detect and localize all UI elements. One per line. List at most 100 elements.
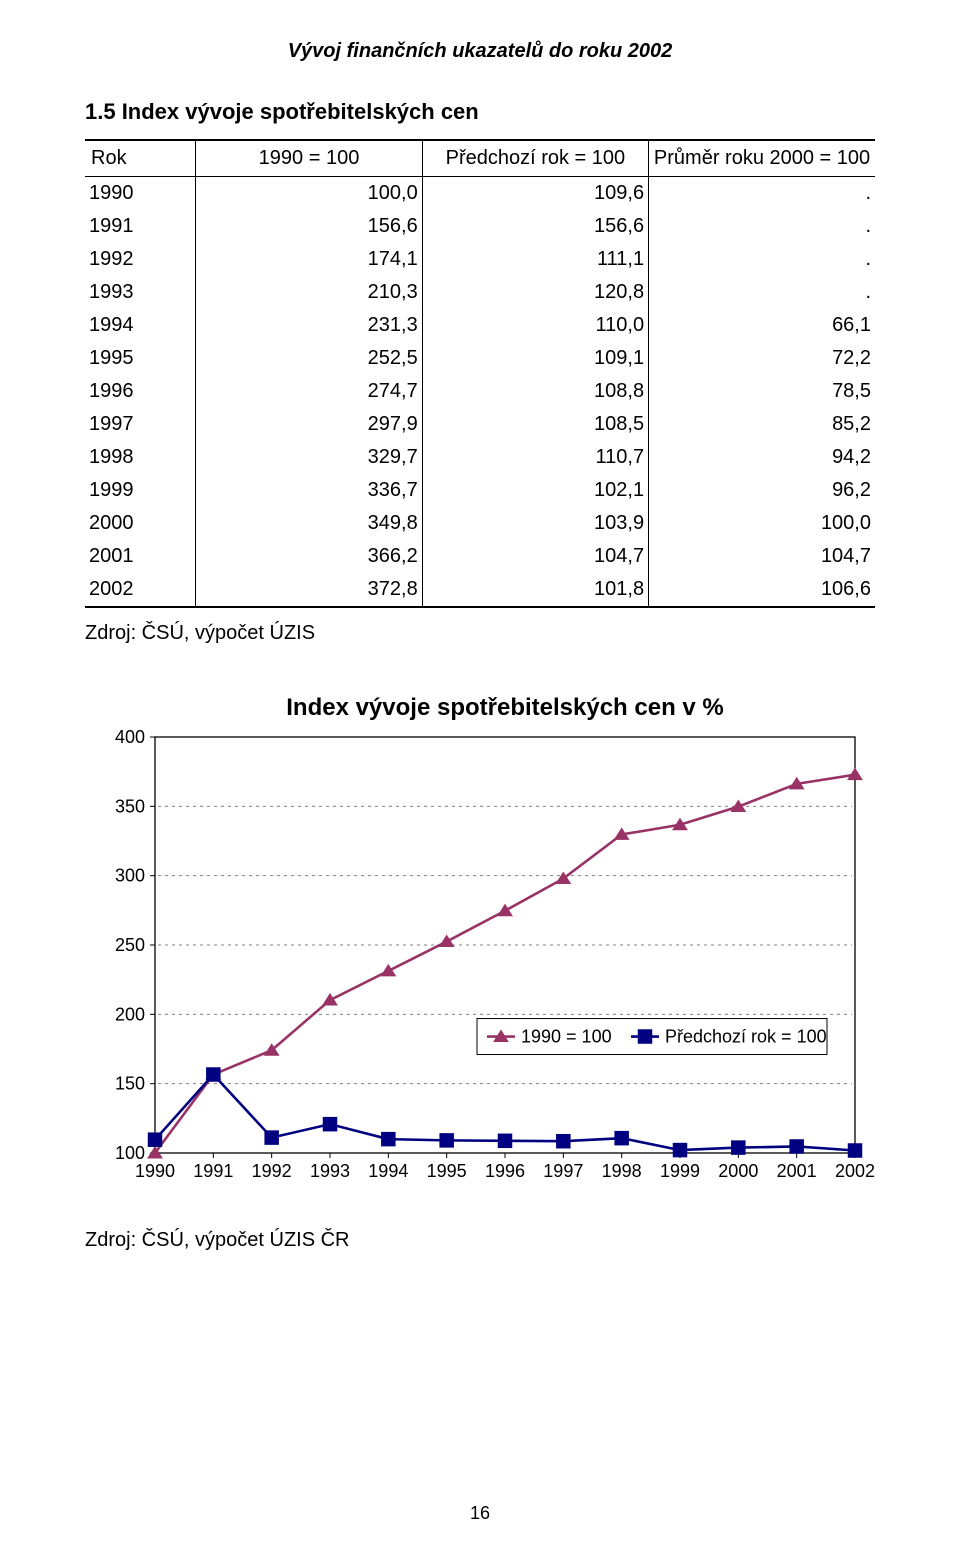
cell-2000: 72,2 [649,342,875,375]
table-row: 1996274,7108,878,5 [85,375,875,408]
cell-prev: 102,1 [422,474,648,507]
marker-square [638,1030,652,1044]
y-tick-label: 300 [115,866,145,886]
data-table: Rok 1990 = 100 Předchozí rok = 100 Průmě… [85,139,875,608]
chart-title: Index vývoje spotřebitelských cen v % [286,694,724,721]
x-tick-label: 1995 [427,1161,467,1181]
table-header-year: Rok [85,140,196,177]
cell-1990: 336,7 [196,474,422,507]
y-tick-label: 100 [115,1143,145,1163]
table-header-2000: Průměr roku 2000 = 100 [649,140,875,177]
legend-label: Předchozí rok = 100 [665,1027,827,1047]
x-tick-label: 1993 [310,1161,350,1181]
marker-square [440,1134,454,1148]
table-row: 1998329,7110,794,2 [85,441,875,474]
y-tick-label: 350 [115,796,145,816]
cell-prev: 156,6 [422,210,648,243]
cell-2000: 104,7 [649,540,875,573]
cell-1990: 349,8 [196,507,422,540]
cell-year: 1998 [85,441,196,474]
cell-prev: 110,0 [422,309,648,342]
cell-1990: 366,2 [196,540,422,573]
marker-square [265,1131,279,1145]
cell-2000: 85,2 [649,408,875,441]
x-tick-label: 1996 [485,1161,525,1181]
cell-prev: 101,8 [422,573,648,607]
y-tick-label: 200 [115,1004,145,1024]
y-tick-label: 150 [115,1074,145,1094]
cell-1990: 174,1 [196,243,422,276]
cell-1990: 231,3 [196,309,422,342]
cell-1990: 329,7 [196,441,422,474]
line-chart: Index vývoje spotřebitelských cen v % 100… [85,689,875,1219]
cell-2000: 96,2 [649,474,875,507]
table-row: 1992174,1111,1. [85,243,875,276]
table-source: Zdroj: ČSÚ, výpočet ÚZIS [85,622,875,645]
table-row: 1990100,0109,6. [85,177,875,211]
y-tick-label: 400 [115,727,145,747]
cell-2000: . [649,177,875,211]
table-row: 1993210,3120,8. [85,276,875,309]
cell-2000: . [649,243,875,276]
cell-1990: 100,0 [196,177,422,211]
cell-1990: 210,3 [196,276,422,309]
x-tick-label: 1991 [193,1161,233,1181]
cell-year: 1991 [85,210,196,243]
x-tick-label: 1997 [543,1161,583,1181]
cell-prev: 111,1 [422,243,648,276]
marker-square [848,1144,862,1158]
cell-year: 2000 [85,507,196,540]
cell-1990: 372,8 [196,573,422,607]
table-row: 1999336,7102,196,2 [85,474,875,507]
marker-square [615,1131,629,1145]
cell-year: 1993 [85,276,196,309]
cell-1990: 274,7 [196,375,422,408]
cell-2000: 106,6 [649,573,875,607]
cell-year: 1996 [85,375,196,408]
cell-prev: 109,6 [422,177,648,211]
marker-square [382,1132,396,1146]
table-header-prev: Předchozí rok = 100 [422,140,648,177]
cell-year: 1990 [85,177,196,211]
table-row: 2000349,8103,9100,0 [85,507,875,540]
chart-source: Zdroj: ČSÚ, výpočet ÚZIS ČR [85,1229,875,1252]
x-tick-label: 1998 [602,1161,642,1181]
cell-prev: 103,9 [422,507,648,540]
cell-2000: . [649,276,875,309]
cell-2000: 100,0 [649,507,875,540]
cell-prev: 108,8 [422,375,648,408]
cell-prev: 104,7 [422,540,648,573]
x-tick-label: 2002 [835,1161,875,1181]
y-tick-label: 250 [115,935,145,955]
chart-container: Index vývoje spotřebitelských cen v % 100… [85,689,875,1219]
cell-prev: 108,5 [422,408,648,441]
x-tick-label: 1994 [368,1161,408,1181]
cell-year: 2001 [85,540,196,573]
cell-year: 2002 [85,573,196,607]
cell-1990: 252,5 [196,342,422,375]
marker-square [207,1068,221,1082]
cell-year: 1994 [85,309,196,342]
table-row: 1997297,9108,585,2 [85,408,875,441]
table-header-1990: 1990 = 100 [196,140,422,177]
cell-1990: 156,6 [196,210,422,243]
table-row: 1991156,6156,6. [85,210,875,243]
marker-square [790,1140,804,1154]
cell-prev: 120,8 [422,276,648,309]
x-tick-label: 1992 [252,1161,292,1181]
x-tick-label: 2001 [777,1161,817,1181]
cell-1990: 297,9 [196,408,422,441]
section-heading: 1.5 Index vývoje spotřebitelských cen [85,99,875,125]
marker-square [673,1143,687,1157]
cell-2000: 78,5 [649,375,875,408]
x-tick-label: 1990 [135,1161,175,1181]
table-row: 1994231,3110,066,1 [85,309,875,342]
cell-year: 1995 [85,342,196,375]
cell-2000: 94,2 [649,441,875,474]
cell-prev: 110,7 [422,441,648,474]
cell-year: 1997 [85,408,196,441]
x-tick-label: 1999 [660,1161,700,1181]
x-tick-label: 2000 [718,1161,758,1181]
marker-square [148,1133,162,1147]
marker-square [557,1134,571,1148]
